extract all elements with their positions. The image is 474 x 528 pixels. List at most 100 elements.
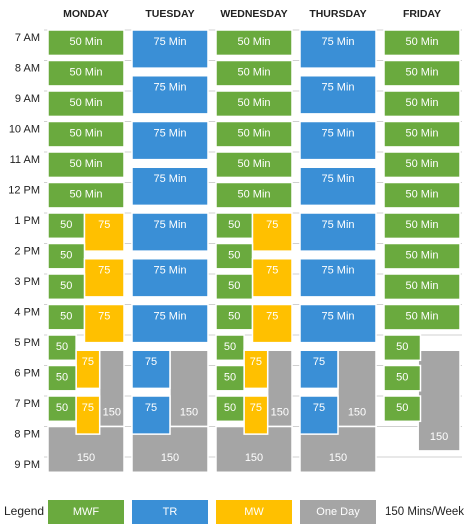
time-label: 8 PM [14, 428, 40, 440]
block-label: 150 [103, 406, 121, 418]
block-label: 75 [250, 402, 262, 414]
class-block [266, 349, 293, 428]
legend-label: TR [163, 506, 178, 518]
class-block [131, 258, 209, 298]
block-label: 50 Min [237, 127, 270, 139]
block-label: 75 [266, 265, 278, 277]
day-header: THURSDAY [309, 8, 366, 20]
block-label: 50 [228, 310, 240, 322]
class-block [215, 273, 254, 301]
block-label: 50 Min [237, 158, 270, 170]
legend-swatch [48, 500, 124, 524]
legend-label: MW [244, 506, 264, 518]
block-label: 50 [224, 341, 236, 353]
block-label: 75 Min [321, 127, 354, 139]
legend-title: Legend [4, 504, 44, 518]
class-block [131, 303, 209, 344]
class-block [47, 151, 125, 179]
block-label: 75 Min [321, 219, 354, 231]
class-block [215, 212, 254, 240]
class-block [383, 151, 461, 179]
block-label: 50 [228, 219, 240, 231]
class-block [83, 258, 125, 298]
class-block [131, 349, 171, 390]
time-label: 7 PM [14, 398, 40, 410]
class-block [337, 349, 377, 428]
block-label: 75 [145, 402, 157, 414]
class-block [47, 90, 125, 118]
block-label: 50 Min [405, 66, 438, 78]
block-label: 50 [60, 280, 72, 292]
class-block [215, 181, 293, 209]
time-label: 9 AM [15, 93, 40, 105]
class-block [251, 303, 293, 344]
class-block [383, 395, 422, 423]
block-label: 50 Min [237, 36, 270, 48]
class-block [215, 151, 293, 179]
block-label: 50 Min [69, 158, 102, 170]
block-label: 75 [98, 219, 110, 231]
block-label: 50 [60, 249, 72, 261]
block-label: 150 [77, 452, 95, 464]
block-label: 50 [56, 341, 68, 353]
class-block [299, 75, 377, 115]
time-label: 3 PM [14, 276, 40, 288]
block-label: 50 [56, 371, 68, 383]
class-block [47, 273, 86, 301]
block-label: 50 Min [405, 310, 438, 322]
time-label: 2 PM [14, 245, 40, 257]
class-block [383, 181, 461, 209]
class-block [383, 212, 461, 240]
block-label: 50 Min [69, 127, 102, 139]
time-label: 1 PM [14, 215, 40, 227]
time-label: 7 AM [15, 32, 40, 44]
block-label: 50 Min [237, 97, 270, 109]
class-block [383, 59, 461, 87]
block-label: 75 [98, 265, 110, 277]
block-label: 75 Min [153, 82, 186, 94]
class-block [131, 120, 209, 161]
block-label: 50 Min [405, 188, 438, 200]
class-block [251, 212, 293, 252]
block-label: 50 [228, 280, 240, 292]
day-header: MONDAY [63, 8, 109, 20]
block-label: 75 Min [321, 265, 354, 277]
class-block [131, 75, 209, 115]
block-label: 50 [228, 249, 240, 261]
class-block [47, 395, 77, 423]
legend-swatch [300, 500, 376, 524]
class-block [215, 334, 245, 362]
class-block [299, 166, 377, 207]
block-label: 50 Min [69, 66, 102, 78]
block-label: 50 [60, 219, 72, 231]
block-label: 75 Min [153, 36, 186, 48]
block-label: 50 [56, 402, 68, 414]
class-block [215, 242, 254, 270]
block-label: 50 Min [69, 97, 102, 109]
block-label: 75 [266, 310, 278, 322]
class-block [47, 242, 86, 270]
block-label: 75 Min [321, 36, 354, 48]
block-label: 50 [396, 402, 408, 414]
block-label: 50 Min [405, 127, 438, 139]
class-block [383, 242, 461, 270]
class-block [299, 395, 339, 435]
class-block [47, 120, 125, 148]
block-label: 50 [396, 371, 408, 383]
class-block [75, 395, 101, 435]
block-label: 75 [250, 356, 262, 368]
time-label: 8 AM [15, 62, 40, 74]
class-block [131, 166, 209, 207]
block-label: 75 [313, 402, 325, 414]
block-label: 50 Min [405, 97, 438, 109]
time-label: 9 PM [14, 459, 40, 471]
block-label: 50 Min [237, 66, 270, 78]
block-label: 75 [266, 219, 278, 231]
block-label: 50 [396, 341, 408, 353]
block-label: 50 Min [405, 219, 438, 231]
day-header: TUESDAY [145, 8, 194, 20]
block-label: 75 [82, 356, 94, 368]
class-block [299, 349, 339, 390]
class-block [299, 212, 377, 252]
block-label: 50 Min [405, 36, 438, 48]
